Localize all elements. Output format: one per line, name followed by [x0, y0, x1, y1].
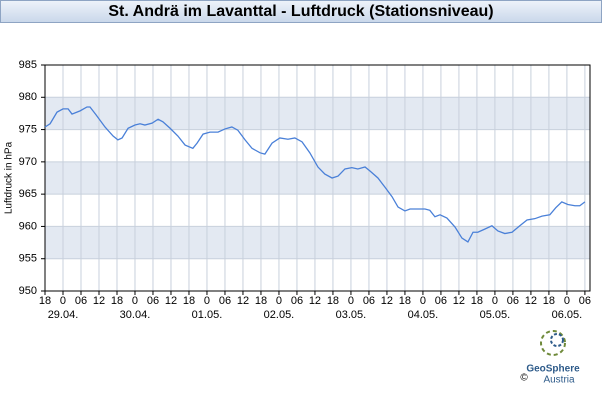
- y-tick-label: 965: [19, 188, 37, 200]
- y-tick-label: 950: [19, 285, 37, 297]
- x-date-label: 05.05.: [480, 309, 511, 321]
- x-tick-label: 18: [183, 295, 195, 307]
- chart-title: St. Andrä im Lavanttal - Luftdruck (Stat…: [108, 3, 493, 20]
- grid-band: [45, 97, 590, 130]
- y-tick-label: 975: [19, 123, 37, 135]
- x-tick-label: 18: [255, 295, 267, 307]
- logo: GeoSphere Austria ©: [520, 330, 580, 386]
- x-tick-label: 06: [435, 295, 447, 307]
- x-date-label: 01.05.: [192, 309, 223, 321]
- y-tick-label: 960: [19, 220, 37, 232]
- x-tick-label: 06: [363, 295, 375, 307]
- x-tick-label: 06: [147, 295, 159, 307]
- x-tick-label: 0: [492, 295, 498, 307]
- x-date-label: 03.05.: [336, 309, 367, 321]
- y-axis-label: Luftdruck in hPa: [4, 141, 15, 214]
- data-line: [44, 106, 586, 243]
- x-tick-label: 06: [507, 295, 519, 307]
- x-tick-label: 06: [219, 295, 231, 307]
- x-tick-label: 0: [132, 295, 138, 307]
- x-tick-label: 0: [276, 295, 282, 307]
- x-date-label: 04.05.: [408, 309, 439, 321]
- x-tick-label: 12: [309, 295, 321, 307]
- x-tick-label: 0: [420, 295, 426, 307]
- x-date-label: 30.04.: [120, 309, 151, 321]
- x-date-label: 02.05.: [264, 309, 295, 321]
- y-tick-label: 970: [19, 156, 37, 168]
- x-tick-label: 12: [93, 295, 105, 307]
- x-tick-label: 06: [579, 295, 591, 307]
- y-tick-label: 955: [19, 253, 37, 265]
- grid-band: [45, 226, 590, 259]
- x-tick-label: 18: [543, 295, 555, 307]
- title-bar: [0, 0, 602, 23]
- x-tick-label: 12: [165, 295, 177, 307]
- y-tick-label: 985: [19, 59, 37, 71]
- logo-name: GeoSphere: [526, 364, 580, 375]
- logo-subname: Austria: [543, 375, 575, 386]
- x-date-label: 29.04.: [48, 309, 79, 321]
- x-tick-label: 0: [564, 295, 570, 307]
- logo-icon: [550, 333, 564, 347]
- plot-frame: [44, 64, 591, 292]
- x-tick-label: 18: [471, 295, 483, 307]
- x-tick-label: 12: [237, 295, 249, 307]
- x-tick-label: 0: [60, 295, 66, 307]
- logo-icon: [540, 330, 566, 356]
- x-tick-label: 06: [75, 295, 87, 307]
- x-tick-label: 18: [111, 295, 123, 307]
- x-tick-label: 18: [327, 295, 339, 307]
- x-tick-label: 0: [348, 295, 354, 307]
- copyright: ©: [520, 373, 528, 384]
- x-tick-label: 06: [291, 295, 303, 307]
- x-tick-label: 18: [39, 295, 51, 307]
- x-tick-label: 0: [204, 295, 210, 307]
- x-tick-label: 12: [381, 295, 393, 307]
- x-date-label: 06.05.: [552, 309, 583, 321]
- x-tick-label: 12: [525, 295, 537, 307]
- plot-area: 950 955 960 965 970 975 980 985 18 0 06 12 18 0 06 12 18…: [19, 59, 591, 321]
- x-tick-label: 12: [453, 295, 465, 307]
- y-tick-label: 980: [19, 91, 37, 103]
- x-tick-label: 18: [399, 295, 411, 307]
